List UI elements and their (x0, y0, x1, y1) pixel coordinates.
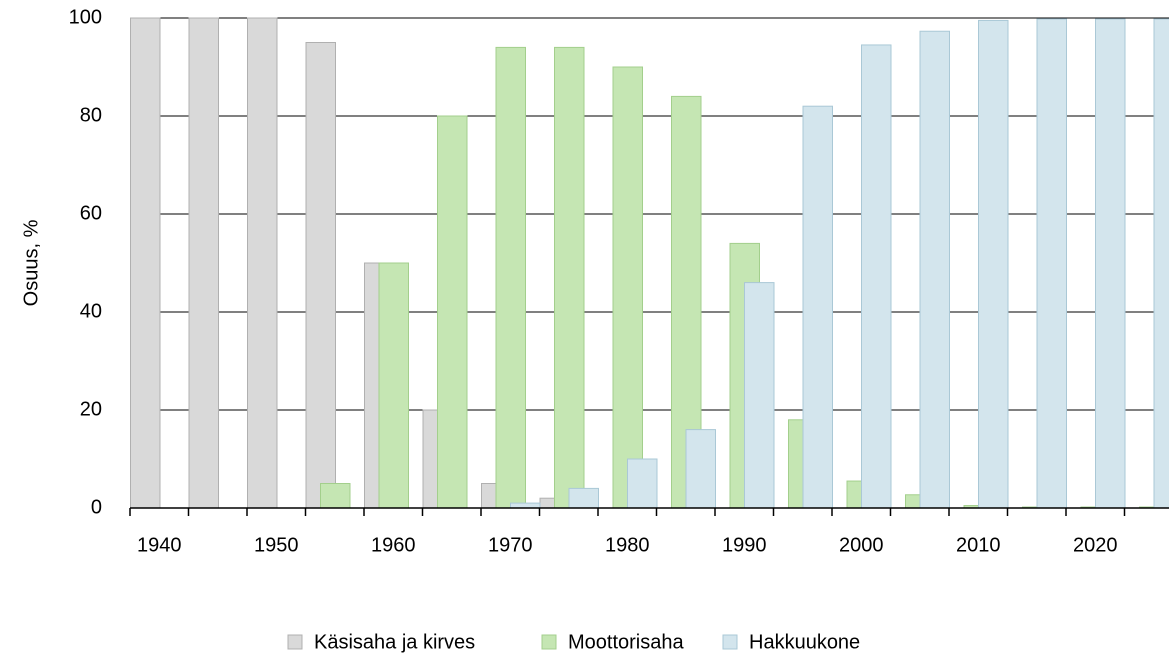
bar (745, 283, 775, 508)
bar (979, 20, 1009, 508)
x-tick-label: 2000 (839, 534, 884, 556)
legend-label: Hakkuukone (749, 631, 860, 653)
chart: Osuus, % 0 20 40 60 80 100 1940 1950 1960 1970 198… (0, 0, 1169, 657)
bar (862, 45, 892, 508)
bar (1037, 19, 1067, 508)
y-tick-label: 40 (80, 300, 102, 322)
x-tick-label: 1970 (488, 534, 533, 556)
x-tick-label: 2010 (956, 534, 1001, 556)
bar (686, 430, 716, 508)
legend-label: Moottorisaha (568, 631, 684, 653)
x-tick-label: 2020 (1073, 534, 1118, 556)
bar (321, 484, 351, 509)
bar (1096, 19, 1126, 508)
bar (248, 18, 278, 508)
bar (803, 106, 833, 508)
bar (920, 31, 950, 508)
bar (438, 116, 468, 508)
x-tick-label: 1940 (137, 534, 182, 556)
y-tick-label: 0 (91, 496, 102, 518)
bar (189, 18, 219, 508)
legend-swatch (542, 635, 556, 649)
y-tick-label: 80 (80, 104, 102, 126)
bar (628, 459, 658, 508)
y-tick-label: 60 (80, 202, 102, 224)
bar (555, 47, 585, 508)
bar (613, 67, 643, 508)
bar (1154, 19, 1169, 508)
bar (569, 488, 599, 508)
legend-swatch (288, 635, 302, 649)
legend-label: Käsisaha ja kirves (314, 631, 475, 653)
x-tick-label: 1960 (371, 534, 416, 556)
bar (306, 43, 336, 509)
y-tick-label: 100 (69, 6, 102, 28)
x-tick-label: 1990 (722, 534, 767, 556)
bar (496, 47, 526, 508)
x-tick-label: 1980 (605, 534, 650, 556)
bar (131, 18, 161, 508)
bar (379, 263, 409, 508)
x-tick-label: 1950 (254, 534, 299, 556)
y-tick-label: 20 (80, 398, 102, 420)
legend-swatch (723, 635, 737, 649)
y-axis-label: Osuus, % (20, 219, 42, 306)
